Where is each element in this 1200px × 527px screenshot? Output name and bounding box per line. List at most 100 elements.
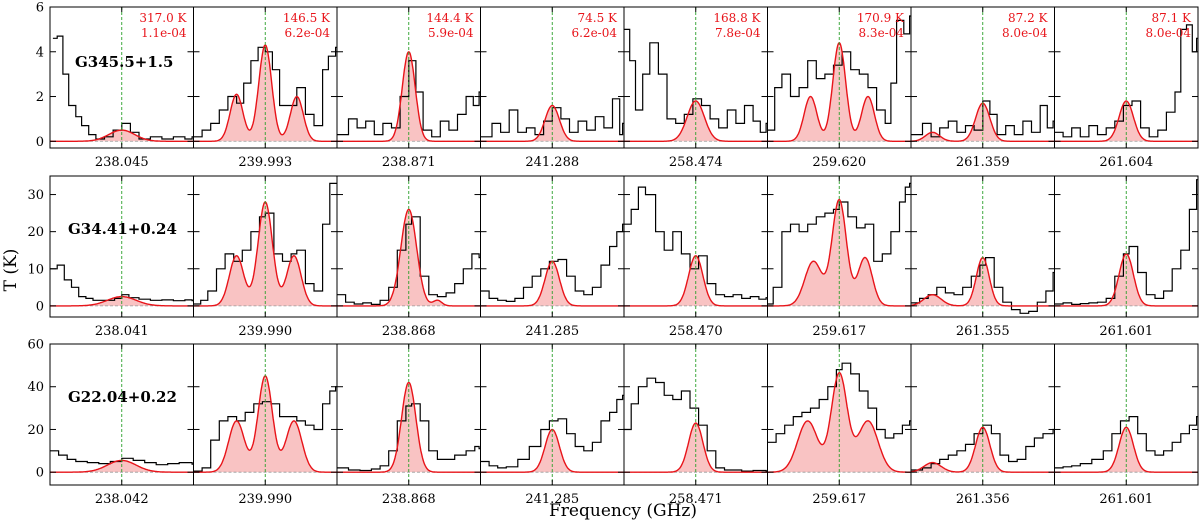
panel-plot-area [193,344,337,485]
spectrum-panel: 258.471 [623,343,768,507]
panel-plot-area [767,176,911,317]
spectrum-panel: 261.601 [1054,175,1199,339]
observed-spectrum [624,28,768,133]
y-tick-label: 2 [36,90,44,105]
spectrum-panel: 259.617 [767,343,912,507]
spectrum-panel: 261.601 [1054,343,1199,507]
spectrum-panel: 261.359 87.2 K8.0e-04 [910,6,1055,170]
observed-spectrum [480,98,624,138]
observed-spectrum [624,377,768,472]
panel-plot-area [50,7,194,148]
spectrum-panel: 261.356 [910,343,1055,507]
source-name-label: G34.41+0.24 [68,220,177,238]
spectrum-panel: 239.990 [193,343,338,507]
frequency-tick-label: 239.990 [238,492,292,507]
spectrum-panel: 241.285 [480,343,625,507]
spectrum-panel: 261.604 87.1 K8.0e-04 [1054,6,1199,170]
abundance-annotation: 7.8e-04 [715,26,761,40]
panel-plot-area [193,7,337,148]
y-tick-label: 30 [27,188,44,203]
source-name-label: G345.5+1.5 [75,53,173,71]
frequency-tick-label: 238.871 [382,155,436,170]
model-spectrum [624,255,768,307]
spectrum-panel: 261.355 [910,175,1055,339]
spectrum-panel: 239.993 146.5 K6.2e-04 [193,6,338,170]
model-spectrum [767,198,911,307]
y-tick-label: 40 [27,380,44,395]
frequency-tick-label: 239.990 [238,324,292,339]
frequency-tick-label: 238.041 [95,324,149,339]
abundance-annotation: 8.0e-04 [1145,26,1191,40]
observed-spectrum [767,182,911,305]
frequency-tick-label: 261.355 [956,324,1010,339]
model-fill [624,101,768,142]
model-spectrum [480,104,624,142]
frequency-tick-label: 238.045 [95,155,149,170]
model-fill [624,423,768,473]
model-fill [1054,253,1198,306]
observed-spectrum [1054,416,1198,469]
y-tick-label: 0 [36,135,44,150]
model-fill [767,372,911,473]
panel-plot-area [767,344,911,485]
abundance-annotation: 8.3e-04 [858,26,904,40]
panel-plot-area [624,7,768,148]
model-spectrum [1054,426,1198,473]
frequency-tick-label: 241.285 [525,324,579,339]
model-spectrum [337,208,481,307]
observed-spectrum [767,15,911,131]
frequency-tick-label: 261.356 [956,492,1010,507]
observed-spectrum [767,362,911,443]
spectrum-panel: 258.470 [623,175,768,339]
frequency-tick-label: 261.601 [1099,324,1153,339]
abundance-annotation: 6.2e-04 [284,26,330,40]
model-spectrum [337,381,481,473]
spectra-row: 0 10 20 30 238.041 239.990 238.868 241.285 258.4… [27,175,1199,339]
spectrum-panel: 0 20 40 60 238.042 [27,338,194,507]
model-fill [50,130,194,142]
observed-spectrum [337,216,481,305]
panel-plot-area [1054,176,1198,317]
spectrum-panel: 238.868 [336,175,481,339]
temperature-annotation: 317.0 K [139,11,187,25]
panel-plot-area [337,344,481,485]
model-fill [337,382,481,473]
spectrum-panel: 0 2 4 6 238.045 317.0 K1.1e-04 [36,1,194,170]
temperature-annotation: 87.1 K [1152,11,1193,25]
panel-plot-area [624,176,768,317]
model-spectrum [193,44,337,142]
spectrum-panel: 239.990 [193,175,338,339]
y-tick-label: 6 [36,1,44,16]
spectrum-panel: 238.868 [336,343,481,507]
temperature-annotation: 170.9 K [857,11,905,25]
y-tick-label: 10 [27,262,44,277]
panel-plot-area [50,176,194,317]
panel-plot-area [193,176,337,317]
frequency-tick-label: 261.604 [1099,155,1153,170]
frequency-tick-label: 258.471 [669,492,723,507]
model-spectrum [624,100,768,142]
frequency-tick-label: 238.042 [95,492,149,507]
frequency-tick-label: 241.288 [525,155,579,170]
observed-spectrum [1054,24,1198,138]
source-name-label: G22.04+0.22 [68,388,177,406]
observed-spectrum [911,424,1055,471]
panel-plot-area [767,7,911,148]
observed-spectrum [480,223,624,302]
temperature-annotation: 144.4 K [426,11,474,25]
y-tick-label: 0 [36,466,44,481]
model-spectrum [50,129,194,142]
model-spectrum [337,50,481,142]
observed-spectrum [624,186,768,300]
temperature-annotation: 146.5 K [283,11,331,25]
y-axis-label: T (K) [1,249,21,292]
observed-spectrum [480,394,624,469]
frequency-tick-label: 259.620 [812,155,866,170]
frequency-tick-label: 238.868 [382,324,436,339]
frequency-tick-label: 261.601 [1099,492,1153,507]
panel-plot-area [911,7,1055,148]
panel-plot-area [624,344,768,485]
model-spectrum [767,371,911,473]
y-tick-label: 20 [27,423,44,438]
